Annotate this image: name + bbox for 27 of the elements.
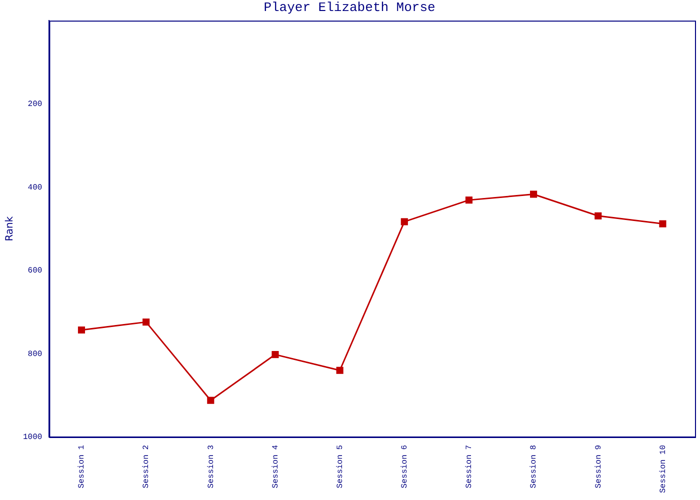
point	[207, 396, 214, 404]
point	[78, 326, 86, 334]
point	[465, 196, 473, 204]
y-axis-title: Rank	[4, 216, 16, 242]
y-tick-label: 1000	[23, 433, 42, 442]
point	[400, 218, 408, 226]
x-tick-label: Session 4	[271, 444, 280, 488]
point	[659, 220, 666, 228]
x-tick-label: Session 10	[658, 444, 668, 494]
x-tick-label: Session 7	[465, 444, 474, 488]
chart-title: Player Elizabeth Morse	[264, 0, 436, 16]
x-tick-label: Session 9	[594, 444, 604, 488]
point	[142, 318, 150, 326]
point	[594, 212, 602, 220]
y-tick-label: 200	[28, 100, 42, 110]
y-tick-label: 400	[28, 183, 42, 192]
point	[336, 366, 344, 374]
x-tick-label: Session 8	[530, 444, 539, 488]
point	[530, 190, 538, 198]
point	[272, 351, 279, 358]
x-tick-label: Session 2	[142, 444, 152, 488]
x-tick-label: Session 1	[78, 444, 87, 488]
y-tick-label: 600	[28, 266, 42, 276]
y-tick-label: 800	[28, 350, 42, 359]
x-tick-label: Session 3	[206, 444, 216, 488]
x-tick-label: Session 6	[400, 444, 410, 488]
x-tick-label: Session 5	[336, 444, 345, 488]
